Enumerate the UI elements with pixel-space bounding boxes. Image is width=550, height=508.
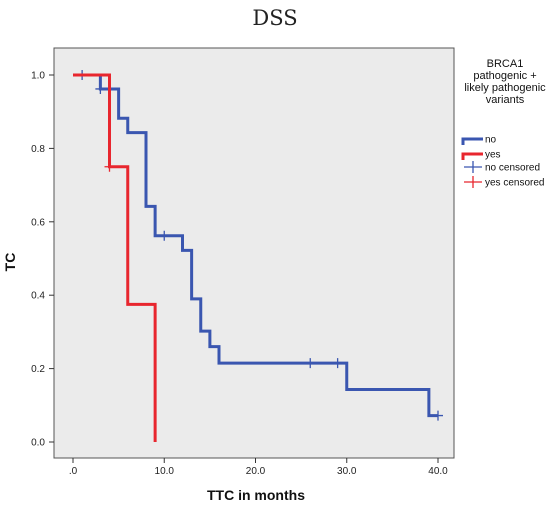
y-tick-label: 0.2 [31,364,45,375]
legend-label: no censored [485,163,540,174]
censored-mark-no [433,410,443,421]
legend-swatch-line [461,152,483,160]
legend-item: no censored [464,161,540,174]
censored-mark-no [95,83,106,94]
censored-mark-yes [104,161,115,172]
legend-swatch-cross [464,176,482,188]
y-axis-label: TC [2,253,18,272]
y-tick-label: 1.0 [31,71,45,82]
legend-swatch-line [461,137,483,145]
plot-area [53,47,455,459]
x-tick-label: 30.0 [337,466,357,477]
y-tick-label: 0.4 [31,291,45,302]
censored-mark-no [159,230,170,241]
legend-item: yes [461,150,501,161]
legend-item: no [461,135,497,146]
legend-item: yes censored [464,176,544,189]
y-tick-label: 0.8 [31,144,45,155]
x-tick-label: .0 [69,466,78,477]
legend-label: yes censored [485,178,544,189]
legend-label: yes [485,150,501,161]
chart-title: DSS [252,6,298,30]
censored-mark-no [305,358,316,369]
legend-swatch-cross [464,161,482,173]
censored-mark-no [332,358,343,369]
series-no-curve [73,73,438,418]
y-tick-label: 0.0 [31,438,45,449]
x-tick-label: 40.0 [428,466,448,477]
x-axis-label: TTC in months [207,487,305,503]
legend-title: BRCA1 pathogenic + likely pathogenic var… [464,58,546,106]
x-tick-label: 10.0 [155,466,175,477]
y-tick-label: 0.6 [31,217,45,228]
series-yes-curve [73,73,157,442]
x-tick-label: 20.0 [246,466,266,477]
legend-label: no [485,135,497,146]
